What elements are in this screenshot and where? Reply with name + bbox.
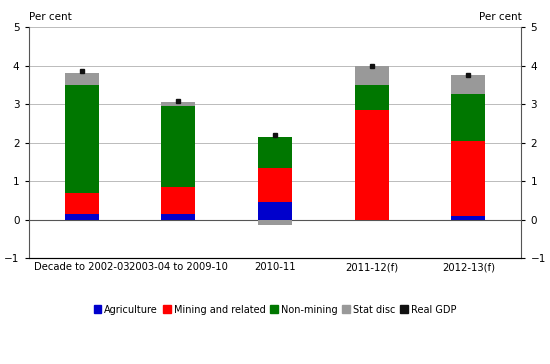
Bar	[162, 106, 195, 187]
Bar	[355, 85, 388, 110]
Text: Per cent: Per cent	[478, 12, 521, 23]
Bar	[65, 214, 98, 219]
Bar	[452, 94, 485, 141]
Bar	[258, 219, 292, 225]
Bar	[258, 137, 292, 167]
Bar	[65, 193, 98, 214]
Bar	[162, 187, 195, 214]
Bar	[65, 85, 98, 193]
Bar	[258, 167, 292, 202]
Bar	[452, 141, 485, 216]
Bar	[65, 73, 98, 85]
Bar	[355, 66, 388, 85]
Legend: Agriculture, Mining and related, Non-mining, Stat disc, Real GDP: Agriculture, Mining and related, Non-min…	[94, 305, 456, 314]
Text: Per cent: Per cent	[29, 12, 72, 23]
Bar	[162, 102, 195, 106]
Bar	[258, 202, 292, 219]
Bar	[452, 216, 485, 219]
Bar	[452, 75, 485, 94]
Bar	[162, 214, 195, 219]
Bar	[355, 110, 388, 219]
